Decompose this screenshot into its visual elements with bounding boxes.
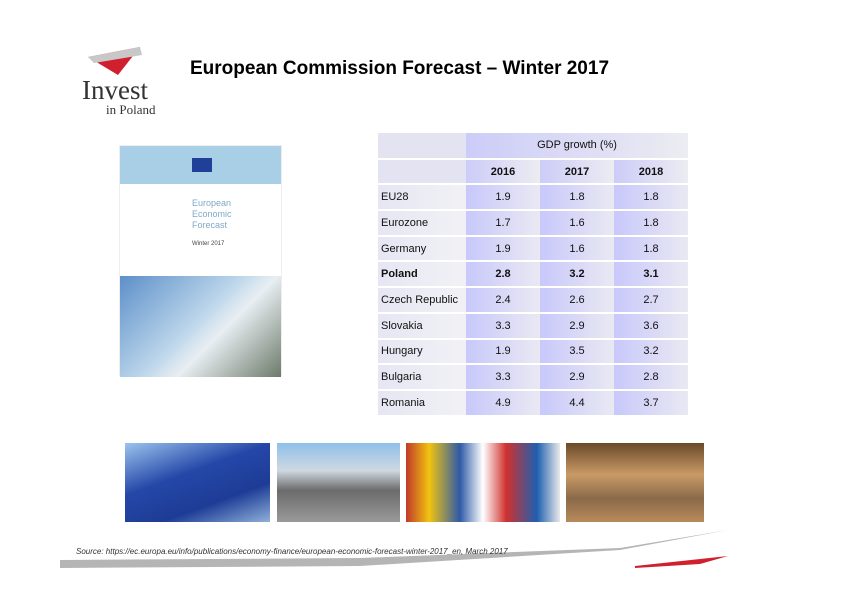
value-cell: 3.3 (466, 312, 540, 340)
value-cell: 3.6 (614, 312, 688, 340)
country-cell: Slovakia (378, 312, 466, 340)
value-cell: 1.6 (540, 235, 614, 263)
group-header-row: GDP growth (%) (378, 133, 688, 160)
value-cell: 2.7 (614, 287, 688, 314)
value-cell: 2.9 (540, 312, 614, 340)
table-row: Slovakia 3.3 2.9 3.6 (378, 312, 688, 340)
country-cell: EU28 (378, 184, 466, 212)
year-header: 2017 (540, 158, 614, 186)
value-cell: 2.6 (540, 287, 614, 314)
table-row: Hungary 1.9 3.5 3.2 (378, 338, 688, 366)
gdp-growth-table: GDP growth (%) 2016 2017 2018 EU28 1.9 1.8… (378, 133, 688, 417)
value-cell: 2.4 (466, 287, 540, 314)
table-row: Czech Republic 2.4 2.6 2.7 (378, 287, 688, 314)
country-cell: Bulgaria (378, 364, 466, 391)
value-cell: 2.8 (466, 261, 540, 289)
national-flags-photo (406, 443, 560, 522)
table-row: EU28 1.9 1.8 1.8 (378, 184, 688, 212)
country-cell: Germany (378, 235, 466, 263)
year-header: 2018 (614, 158, 688, 186)
value-cell: 1.6 (540, 210, 614, 237)
value-cell: 4.4 (540, 389, 614, 417)
value-cell: 1.8 (614, 235, 688, 263)
page-title: European Commission Forecast – Winter 20… (190, 58, 610, 79)
value-cell: 2.9 (540, 364, 614, 391)
cover-photo (120, 276, 281, 377)
decorative-swoosh (60, 530, 728, 568)
forecast-cover-image: European Economic Forecast Winter 2017 (119, 145, 282, 377)
country-cell: Hungary (378, 338, 466, 366)
meeting-room-photo (566, 443, 704, 522)
eu-flag-photo (125, 443, 270, 522)
value-cell: 1.9 (466, 235, 540, 263)
country-cell: Eurozone (378, 210, 466, 237)
value-cell: 3.2 (614, 338, 688, 366)
value-cell: 3.3 (466, 364, 540, 391)
value-cell: 1.9 (466, 338, 540, 366)
invest-in-poland-logo: Invest in Poland (80, 45, 165, 117)
value-cell: 3.5 (540, 338, 614, 366)
logo-text: Invest (82, 75, 148, 105)
table-row: Eurozone 1.7 1.6 1.8 (378, 210, 688, 237)
value-cell: 1.8 (540, 184, 614, 212)
table-row: Bulgaria 3.3 2.9 2.8 (378, 364, 688, 391)
year-header-row: 2016 2017 2018 (378, 158, 688, 186)
cover-edition: Winter 2017 (192, 241, 225, 247)
table-row: Romania 4.9 4.4 3.7 (378, 389, 688, 417)
country-cell: Czech Republic (378, 287, 466, 314)
table-row: Germany 1.9 1.6 1.8 (378, 235, 688, 263)
year-header: 2016 (466, 158, 540, 186)
value-cell: 3.1 (614, 261, 688, 289)
eu-flag-icon (192, 158, 212, 172)
country-cell: Poland (378, 261, 466, 289)
value-cell: 1.8 (614, 210, 688, 237)
country-cell: Romania (378, 389, 466, 417)
value-cell: 3.7 (614, 389, 688, 417)
source-note: Source: https://ec.europa.eu/info/public… (76, 547, 508, 556)
value-cell: 1.8 (614, 184, 688, 212)
group-header: GDP growth (%) (466, 133, 688, 160)
cover-title: European Economic Forecast (192, 198, 232, 230)
value-cell: 1.7 (466, 210, 540, 237)
value-cell: 3.2 (540, 261, 614, 289)
value-cell: 1.9 (466, 184, 540, 212)
logo-subtext: in Poland (106, 102, 156, 117)
table-row: Poland 2.8 3.2 3.1 (378, 261, 688, 289)
value-cell: 2.8 (614, 364, 688, 391)
berlaymont-building-photo (277, 443, 400, 522)
value-cell: 4.9 (466, 389, 540, 417)
